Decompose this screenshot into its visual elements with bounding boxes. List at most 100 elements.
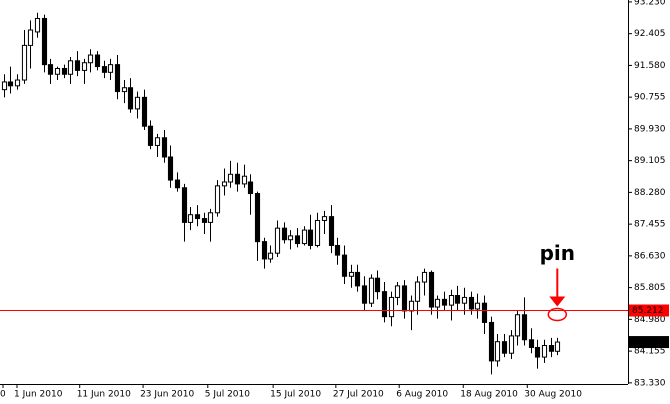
candle-body: [27, 29, 34, 46]
x-tick-label: 18 Aug 2010: [460, 390, 518, 400]
candle-body: [21, 44, 28, 81]
candle-body: [534, 346, 541, 358]
candle-body: [428, 271, 435, 308]
candle-body: [114, 64, 121, 93]
x-tick-label: 15 Jul 2010: [270, 390, 321, 400]
candle-body: [348, 271, 355, 277]
candle-body: [421, 271, 428, 283]
candle-body: [388, 296, 395, 318]
candle-body: [261, 241, 268, 260]
candle-body: [194, 214, 201, 220]
candle-body: [401, 285, 408, 312]
candle-body: [181, 187, 188, 223]
y-tick-label: 92.405: [634, 29, 666, 39]
candle-body: [394, 285, 401, 298]
candle-body: [281, 227, 288, 241]
last-price-bg: [629, 336, 669, 349]
candle-body: [67, 60, 74, 75]
y-tick-label: 89.930: [634, 124, 666, 134]
y-tick-label: 86.630: [634, 251, 666, 261]
candle-body: [461, 296, 468, 304]
candle-body: [141, 96, 148, 127]
x-tick-label: 23 Jun 2010: [140, 390, 194, 400]
candle-body: [494, 341, 501, 362]
candle-body: [488, 321, 495, 362]
candle-body: [521, 314, 528, 341]
candle-body: [307, 229, 314, 246]
candle-body: [548, 345, 555, 352]
x-tick-label: 11 Jun 2010: [77, 390, 131, 400]
candle-body: [7, 81, 14, 87]
candle-body: [267, 252, 274, 260]
candle-body: [134, 96, 141, 110]
candle-body: [468, 296, 475, 310]
candle-body: [227, 173, 234, 183]
hline-label-bg: [629, 304, 669, 317]
candle-body: [247, 181, 254, 195]
candle-body: [47, 64, 54, 75]
candle-body: [381, 291, 388, 318]
candle-body: [328, 216, 335, 246]
candle-body: [541, 345, 548, 358]
y-tick-label: 84.980: [634, 315, 666, 325]
candle-body: [474, 302, 481, 310]
y-tick-label: 84.155: [634, 347, 666, 357]
candle-body: [41, 17, 48, 66]
candle-body: [501, 341, 508, 354]
candle-body: [294, 235, 301, 245]
annotation-text: pin: [540, 241, 575, 265]
y-tick-label: 85.805: [634, 283, 666, 293]
candle-body: [241, 175, 248, 185]
candle-body: [508, 335, 515, 354]
candle-body: [121, 87, 128, 93]
candle-body: [321, 216, 328, 221]
y-tick-label: 87.455: [634, 220, 666, 230]
candle-body: [274, 227, 281, 254]
y-tick-label: 91.580: [634, 61, 666, 71]
x-tick-label: 5 Jul 2010: [205, 390, 250, 400]
candle-body: [207, 212, 214, 223]
x-tick-label: 0: [0, 390, 6, 400]
candle-body: [334, 244, 341, 256]
candle-body: [127, 87, 134, 110]
candle-body: [408, 300, 415, 312]
candle-body: [161, 137, 168, 158]
y-tick-label: 93.230: [634, 0, 666, 7]
candle-body: [14, 79, 21, 87]
candle-body: [61, 67, 68, 75]
candle-body: [94, 54, 101, 68]
x-tick-label: 6 Aug 2010: [396, 390, 448, 400]
annotation-arrowhead: [549, 296, 566, 307]
candle-body: [374, 277, 381, 293]
y-tick-label: 83.330: [634, 378, 666, 388]
candle-body: [221, 181, 228, 187]
candle-body: [167, 156, 174, 181]
x-tick-label: 30 Aug 2010: [524, 390, 582, 400]
candle-body: [1, 81, 8, 91]
candle-body: [187, 214, 194, 223]
candle-body: [448, 295, 455, 306]
candle-body: [107, 64, 114, 73]
candle-body: [87, 54, 94, 64]
candle-body: [34, 17, 41, 33]
candle-body: [101, 66, 108, 73]
x-tick-label: 27 Jul 2010: [333, 390, 384, 400]
candle-body: [434, 298, 441, 308]
candle-body: [154, 137, 161, 146]
candle-body: [254, 193, 261, 243]
candle-body: [301, 229, 308, 245]
candle-body: [201, 218, 208, 223]
candle-body: [441, 298, 448, 306]
candle-body: [234, 173, 241, 185]
last-price-label: 84.390: [632, 338, 664, 348]
y-tick-label: 89.105: [634, 156, 666, 166]
candle-body: [354, 271, 361, 287]
candle-body: [74, 60, 81, 71]
candle-body: [81, 62, 88, 71]
candle-body: [341, 254, 348, 277]
candle-body: [287, 235, 294, 241]
candle-body: [54, 67, 61, 75]
annotation-circle: [547, 307, 568, 322]
